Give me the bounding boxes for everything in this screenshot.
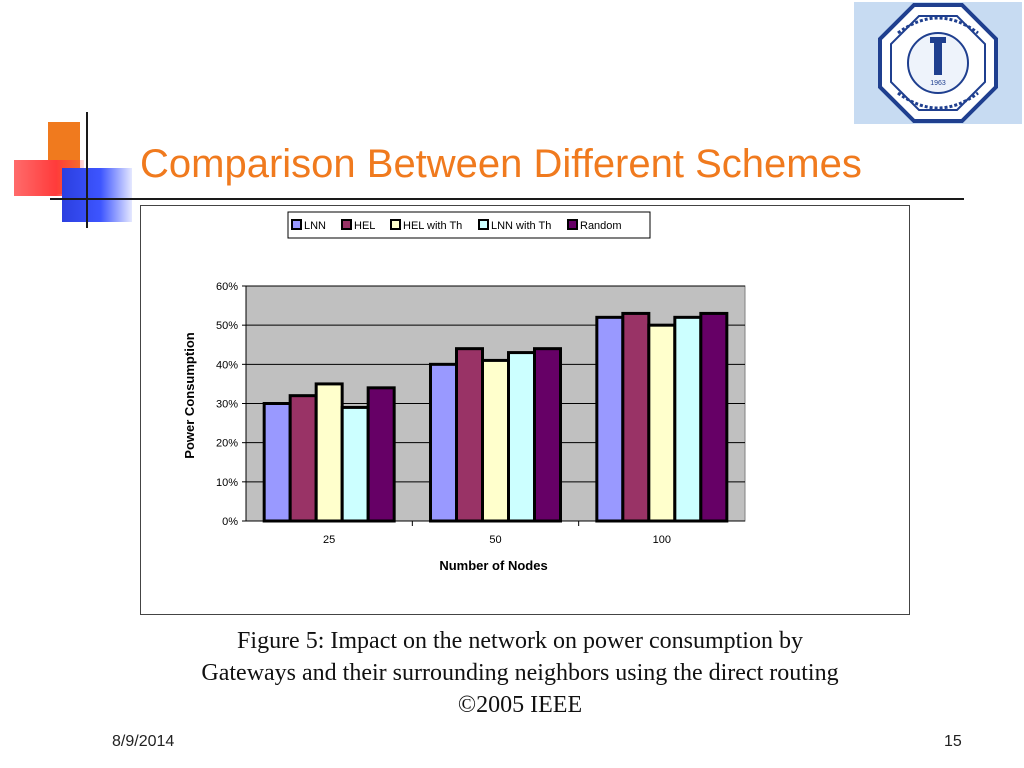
bar-random [699, 311, 729, 523]
x-tick-label: 25 [323, 534, 335, 546]
bar-hel-with-th [314, 382, 344, 523]
decor-blue-square [62, 168, 132, 222]
footer-date: 8/9/2014 [112, 733, 175, 750]
bar-random [533, 347, 562, 523]
title-underline [52, 198, 964, 200]
seal-year: 1963 [930, 80, 946, 87]
legend-label: HEL with Th [403, 220, 462, 232]
bar-lnn [595, 315, 625, 523]
y-tick-label: 0% [222, 516, 238, 528]
bar-lnn-with-th [340, 405, 370, 523]
y-tick-label: 10% [216, 477, 238, 489]
legend-swatch [478, 219, 489, 230]
chart: LNN HEL HEL with Th LNN with Th Random 0% 10%… [182, 211, 746, 573]
y-tick-label: 30% [216, 399, 238, 411]
y-tick-label: 50% [216, 320, 238, 332]
bar-lnn [429, 362, 458, 523]
legend-label: LNN [304, 220, 326, 232]
bars [262, 311, 729, 523]
caption-line-3: ©2005 IEEE [457, 692, 583, 718]
seal-ribbon-text-lower [897, 91, 979, 110]
legend-swatch [390, 219, 401, 230]
bar-lnn-with-th [673, 315, 703, 523]
y-tick-label: 60% [216, 281, 238, 293]
legend-swatch [567, 219, 578, 230]
caption-line-1: Figure 5: Impact on the network on power… [237, 628, 803, 654]
bar-hel-with-th [647, 323, 677, 523]
figure-caption: Figure 5: Impact on the network on power… [140, 625, 900, 721]
bar-random [366, 386, 396, 523]
bar-lnn-with-th [507, 351, 536, 523]
x-tick-label: 50 [489, 534, 501, 546]
legend-swatch [291, 219, 302, 230]
legend-swatch [341, 219, 352, 230]
x-axis-label: Number of Nodes [439, 558, 547, 573]
bar-hel-with-th [481, 358, 510, 523]
page-number: 15 [944, 733, 962, 750]
x-tick-label: 100 [653, 534, 671, 546]
bar-lnn [262, 402, 292, 523]
legend-label: HEL [354, 220, 375, 232]
bar-hel [621, 311, 651, 523]
chart-legend: LNN HEL HEL with Th LNN with Th Random [287, 211, 651, 239]
seal-tower-top [930, 37, 946, 43]
bar-hel [455, 347, 484, 523]
legend-label: Random [580, 220, 622, 232]
legend-label: LNN with Th [491, 220, 551, 232]
x-axis-ticks: 25 50 100 [323, 521, 671, 546]
bar-hel [288, 394, 318, 523]
seal-tower-icon [934, 41, 942, 75]
university-logo: 1963 [854, 2, 1022, 124]
legend-box [287, 211, 651, 239]
slide-title: Comparison Between Different Schemes [140, 142, 862, 186]
y-axis-label: Power Consumption [182, 332, 197, 458]
y-tick-label: 20% [216, 438, 238, 450]
decor-vertical-line [86, 112, 88, 228]
seal-ribbon-text [897, 16, 979, 35]
y-axis-ticks: 0% 10% 20% 30% 40% 50% 60% [216, 281, 246, 528]
caption-line-2: Gateways and their surrounding neighbors… [201, 660, 839, 686]
y-tick-label: 40% [216, 359, 238, 371]
